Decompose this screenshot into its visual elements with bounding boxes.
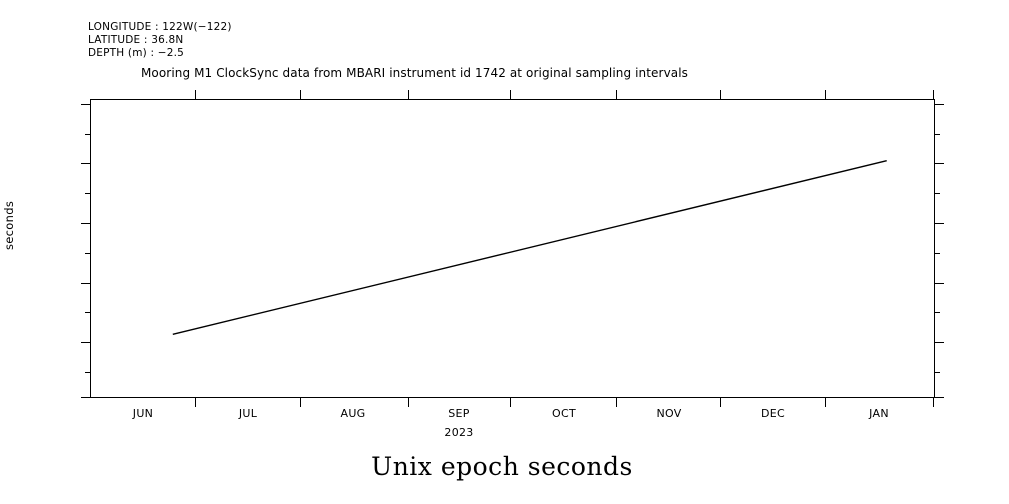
x-tick-major <box>510 398 511 407</box>
x-tick-major-top <box>825 90 826 99</box>
x-tick-major-top <box>300 90 301 99</box>
x-tick-label: JUN <box>132 407 154 420</box>
x-tick-major <box>720 398 721 407</box>
y-tick-major-right <box>935 163 944 164</box>
y-tick-minor <box>85 372 90 373</box>
y-tick-major-right <box>935 397 944 398</box>
x-tick-label: NOV <box>656 407 682 420</box>
y-tick-major <box>81 163 90 164</box>
plot-frame <box>90 99 935 398</box>
x-tick-label: OCT <box>552 407 576 420</box>
y-tick-minor <box>85 312 90 313</box>
x-tick-label: DEC <box>760 407 786 420</box>
y-tick-minor <box>85 253 90 254</box>
depth-line: DEPTH (m) : −2.5 <box>88 47 185 59</box>
y-tick-major <box>81 223 90 224</box>
chart-title: Mooring M1 ClockSync data from MBARI ins… <box>140 66 689 80</box>
y-tick-major-right <box>935 342 944 343</box>
y-tick-major-right <box>935 223 944 224</box>
y-tick-minor-right <box>935 312 940 313</box>
y-tick-major <box>81 104 90 105</box>
y-tick-minor-right <box>935 372 940 373</box>
y-tick-major-right <box>935 283 944 284</box>
latitude-line: LATITUDE : 36.8N <box>88 34 184 46</box>
y-tick-minor-right <box>935 134 940 135</box>
y-tick-major <box>81 283 90 284</box>
longitude-line: LONGITUDE : 122W(−122) <box>88 21 232 33</box>
x-tick-major-top <box>933 90 934 99</box>
x-tick-label: JUL <box>238 407 258 420</box>
x-tick-label: SEP <box>448 407 470 420</box>
y-tick-minor <box>85 193 90 194</box>
y-tick-major <box>81 342 90 343</box>
y-tick-major <box>81 397 90 398</box>
x-tick-major-top <box>195 90 196 99</box>
x-tick-major-top <box>408 90 409 99</box>
x-tick-major <box>408 398 409 407</box>
x-axis-title: Unix epoch seconds <box>371 452 633 481</box>
y-tick-minor <box>85 134 90 135</box>
y-tick-minor-right <box>935 253 940 254</box>
series-polyline <box>172 160 887 335</box>
y-tick-major-right <box>935 104 944 105</box>
station-metadata: LONGITUDE : 122W(−122) LATITUDE : 36.8N … <box>88 21 232 60</box>
x-tick-major-top <box>510 90 511 99</box>
x-tick-major <box>616 398 617 407</box>
x-tick-major-top <box>616 90 617 99</box>
x-tick-major <box>825 398 826 407</box>
x-tick-major <box>933 398 934 407</box>
x-tick-major <box>300 398 301 407</box>
x-tick-major <box>195 398 196 407</box>
y-tick-minor-right <box>935 193 940 194</box>
plot-area: 1.71 x109 1.70 x109 1.70 x109 1.69 x109 … <box>81 90 944 439</box>
x-tick-label: AUG <box>340 407 366 420</box>
x-axis-year-label: 2023 <box>444 426 474 439</box>
x-tick-label: JAN <box>869 407 889 420</box>
data-series-line <box>172 160 887 335</box>
x-tick-major-top <box>720 90 721 99</box>
y-axis-title: seconds <box>2 200 16 250</box>
